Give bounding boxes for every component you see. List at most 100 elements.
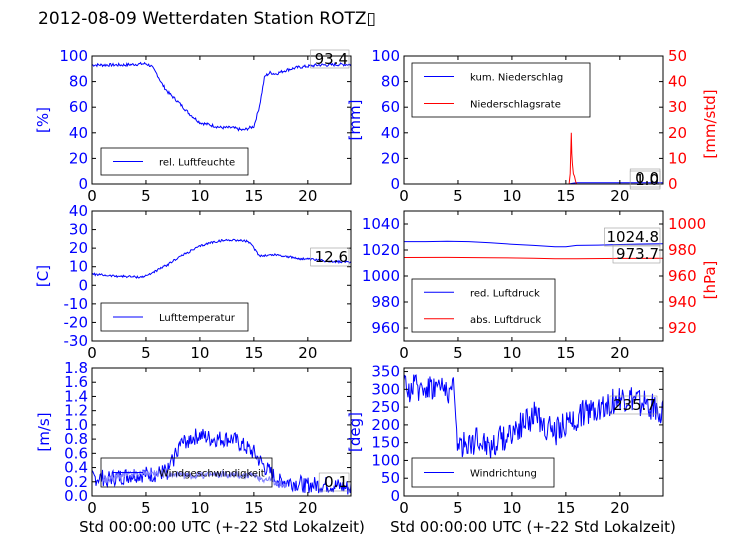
x-tick-label: 20	[298, 344, 317, 362]
legend-entry-label: Niederschlagsrate	[470, 100, 561, 111]
chart-humidity: 0 5 10 15 20 0 20 40 60 80 100 [%] rel. Luftfeuchte 9…	[34, 47, 352, 205]
x-tick-label: 5	[141, 187, 151, 205]
x-tick-label: 5	[141, 344, 151, 362]
current-value-frame	[310, 49, 350, 69]
y-axis-right-title: [hPa]	[701, 261, 719, 300]
y-tick-label: 0	[390, 175, 400, 193]
chart-winddir: 0 5 10 15 20050100150200250300350[deg]Windri…	[346, 363, 664, 517]
legend-box	[100, 147, 249, 176]
plot-frame-humidity	[91, 55, 352, 185]
x-tick-label: 0	[87, 499, 97, 517]
current-value-label: 1024.8	[607, 228, 660, 246]
x-tick-label: 10	[190, 187, 209, 205]
x-tick-label: 10	[190, 344, 209, 362]
x-tick-label: 5	[453, 344, 463, 362]
series-line-windspeed-0	[92, 428, 351, 495]
chart-temperature: 0 5 10 15 20-30-20-10010203040[C]Lufttempera…	[34, 202, 352, 362]
legend-box	[100, 457, 273, 488]
y-tick-label: 10	[69, 258, 88, 276]
legend-entry-label: Lufttemperatur	[159, 313, 236, 324]
y-tick-label: 30	[69, 221, 88, 239]
chart-precip: 0 5 10 15 20 0 20 40 60 80 100 0 10 20 30 40 50 [mm] [mm/s…	[346, 47, 719, 205]
y-tick-label: -10	[64, 295, 89, 313]
y-tick-label: 20	[381, 149, 400, 167]
x-tick-label: 15	[244, 499, 263, 517]
x-tick-label: 10	[502, 187, 521, 205]
x-tick-label: 15	[244, 187, 263, 205]
plot-frame-windspeed	[91, 367, 352, 497]
x-tick-label: 0	[399, 187, 409, 205]
x-tick-label: 20	[610, 499, 629, 517]
y-right-tick-label: 50	[668, 47, 687, 65]
series-line-precip-0	[404, 182, 663, 184]
y-tick-label: 960	[371, 319, 400, 337]
y-tick-label: 300	[371, 380, 400, 398]
y-tick-label: 150	[371, 434, 400, 452]
y-axis-right-title: [mm/std]	[701, 89, 719, 158]
y-tick-label: 350	[371, 363, 400, 381]
x-tick-label: 10	[502, 344, 521, 362]
x-tick-label: 0	[399, 344, 409, 362]
y-axis-title: [mm]	[346, 100, 364, 141]
x-axis-title-right: Std 00:00:00 UTC (+-22 Std Lokalzeit)	[390, 518, 676, 536]
y-tick-label: 1.4	[64, 387, 88, 405]
y-tick-label: 100	[371, 451, 400, 469]
y-tick-label: 0	[390, 487, 400, 505]
chart-pressure: 0 5 10 15 20 960 980 1000 1020 1040 920 940 960 980 10…	[362, 210, 719, 362]
y-axis-title: [m/s]	[35, 412, 53, 451]
x-tick-label: 5	[453, 499, 463, 517]
current-value-label: 0.0	[635, 169, 659, 187]
y-axis-title: [C]	[34, 265, 52, 287]
x-tick-label: 20	[298, 499, 317, 517]
x-tick-label: 15	[556, 187, 575, 205]
x-tick-label: 10	[502, 499, 521, 517]
legend-entry-label: Windgeschwindigkeit	[159, 469, 265, 480]
y-tick-label: 0.2	[64, 473, 88, 491]
y-tick-label: 20	[69, 149, 88, 167]
chart-windspeed: 0 5 10 15 20 0.00.20.40.60.81.01.21.41.61.8 [m…	[35, 359, 352, 517]
y-tick-label: 100	[59, 47, 88, 65]
current-value-frame	[318, 472, 350, 492]
y-tick-label: 0	[78, 276, 88, 294]
legend-box	[100, 302, 249, 332]
x-tick-label: 15	[556, 499, 575, 517]
y-tick-label: 1.2	[64, 402, 88, 420]
x-tick-label: 5	[453, 187, 463, 205]
legend-entry-label: abs. Luftdruck	[470, 315, 541, 326]
current-value-frame	[604, 227, 661, 247]
legend-box	[411, 278, 556, 333]
y-tick-label: 1.0	[64, 416, 88, 434]
y-tick-label: 1.8	[64, 359, 88, 377]
plot-frame-precip	[403, 55, 664, 185]
legend-box	[411, 457, 555, 488]
x-tick-label: 0	[87, 344, 97, 362]
current-value-frame	[612, 244, 661, 264]
y-tick-label: -30	[64, 332, 89, 350]
y-tick-label: 250	[371, 398, 400, 416]
y-right-tick-label: 920	[668, 319, 697, 337]
current-value-frame	[629, 168, 661, 188]
legend-entry-label: red. Luftdruck	[470, 288, 540, 299]
x-tick-label: 20	[610, 344, 629, 362]
series-line-temperature-0	[92, 238, 351, 279]
legend-entry-label: Windrichtung	[470, 469, 537, 480]
y-tick-label: 1000	[362, 267, 400, 285]
y-tick-label: 0	[78, 175, 88, 193]
y-tick-label: 40	[381, 124, 400, 142]
x-tick-label: 20	[298, 187, 317, 205]
y-tick-label: 1040	[362, 215, 400, 233]
y-axis-title: [deg]	[346, 412, 364, 452]
x-tick-label: 0	[87, 187, 97, 205]
current-value-frame	[609, 395, 658, 415]
current-value-label: 1.0	[635, 171, 659, 189]
y-tick-label: 50	[381, 469, 400, 487]
y-tick-label: 60	[69, 98, 88, 116]
legend-box	[411, 62, 591, 118]
y-tick-label: 60	[381, 98, 400, 116]
y-right-tick-label: 940	[668, 293, 697, 311]
x-axis-title-left: Std 00:00:00 UTC (+-22 Std Lokalzeit)	[79, 518, 365, 536]
legend-entry-label: rel. Luftfeuchte	[159, 158, 235, 169]
y-tick-label: 80	[69, 73, 88, 91]
series-line-windspeed-1	[102, 469, 287, 489]
